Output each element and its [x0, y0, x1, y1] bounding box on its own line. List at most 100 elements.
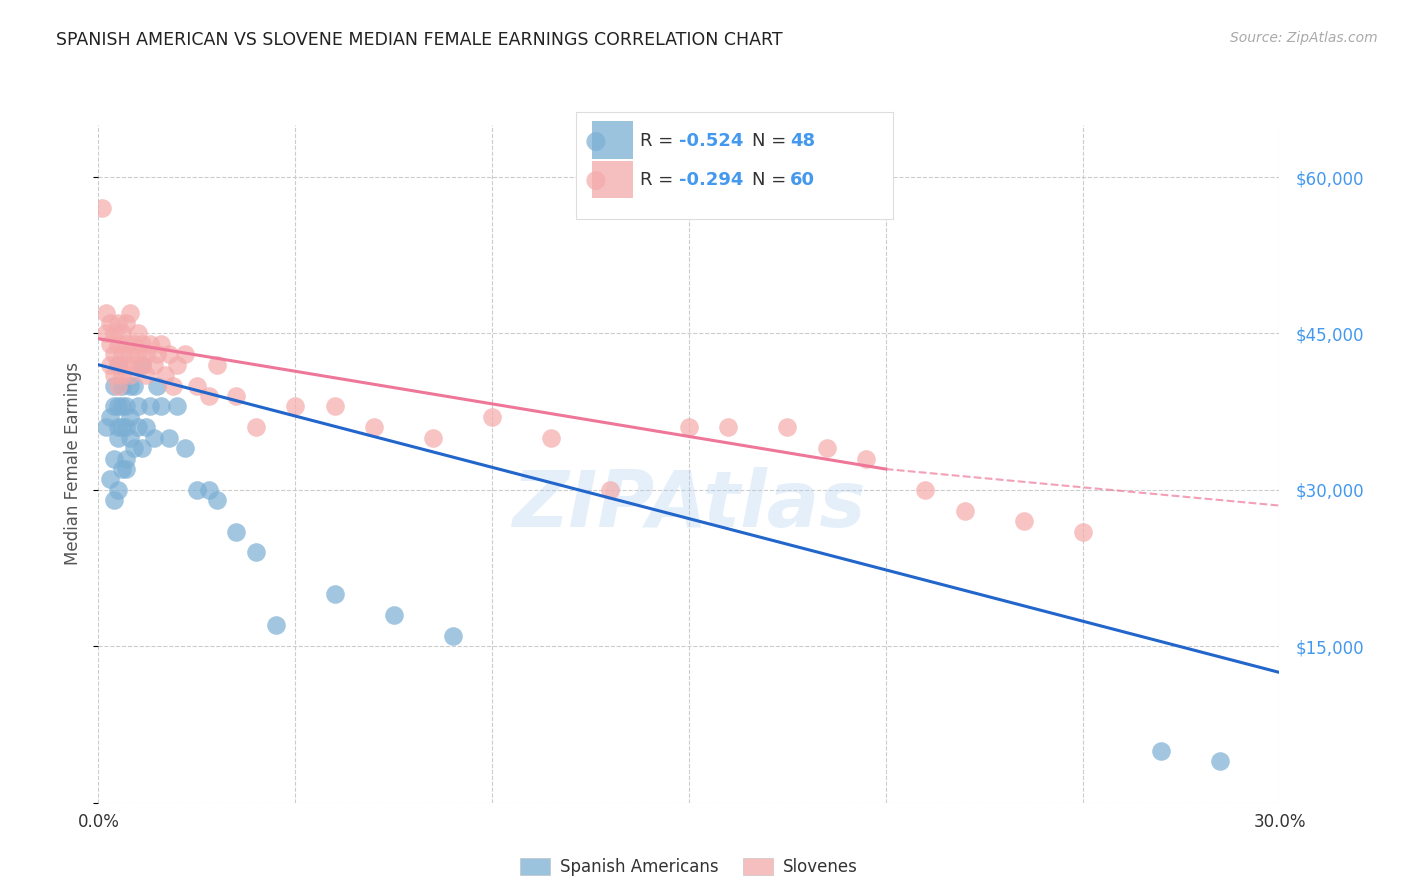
Point — [103, 400, 125, 414]
Point — [103, 378, 125, 392]
Point — [382, 608, 405, 623]
Point — [111, 400, 134, 414]
Point — [138, 337, 160, 351]
Point — [98, 358, 121, 372]
Text: -0.524: -0.524 — [679, 132, 744, 150]
Point — [111, 347, 134, 361]
Point — [118, 378, 141, 392]
Point — [103, 368, 125, 383]
Point — [245, 420, 267, 434]
Point — [135, 347, 157, 361]
Point — [98, 409, 121, 424]
Point — [197, 483, 219, 497]
Point — [107, 337, 129, 351]
Text: ●: ● — [585, 129, 607, 153]
Point — [914, 483, 936, 497]
Point — [323, 400, 346, 414]
Point — [111, 420, 134, 434]
Point — [98, 316, 121, 330]
Point — [103, 451, 125, 466]
Point — [1209, 754, 1232, 768]
Point — [363, 420, 385, 434]
Point — [131, 358, 153, 372]
Point — [107, 400, 129, 414]
Point — [115, 420, 138, 434]
Point — [599, 483, 621, 497]
Text: ZIPAtlas: ZIPAtlas — [512, 467, 866, 542]
Text: SPANISH AMERICAN VS SLOVENE MEDIAN FEMALE EARNINGS CORRELATION CHART: SPANISH AMERICAN VS SLOVENE MEDIAN FEMAL… — [56, 31, 783, 49]
Point — [157, 431, 180, 445]
Point — [127, 420, 149, 434]
Point — [1071, 524, 1094, 539]
Point — [107, 358, 129, 372]
Point — [127, 400, 149, 414]
Point — [107, 431, 129, 445]
Point — [103, 493, 125, 508]
Point — [118, 431, 141, 445]
Point — [122, 378, 145, 392]
Point — [245, 545, 267, 559]
Point — [122, 358, 145, 372]
Text: N =: N = — [752, 132, 792, 150]
Point — [91, 202, 114, 216]
Point — [264, 618, 287, 632]
Point — [540, 431, 562, 445]
Point — [422, 431, 444, 445]
Text: Source: ZipAtlas.com: Source: ZipAtlas.com — [1230, 31, 1378, 45]
Point — [142, 358, 165, 372]
Point — [107, 316, 129, 330]
Point — [323, 587, 346, 601]
Point — [96, 305, 118, 319]
Point — [174, 441, 197, 455]
Point — [127, 326, 149, 341]
Point — [127, 347, 149, 361]
Point — [135, 420, 157, 434]
Y-axis label: Median Female Earnings: Median Female Earnings — [63, 362, 82, 566]
Point — [107, 420, 129, 434]
Point — [115, 358, 138, 372]
Point — [115, 400, 138, 414]
Point — [118, 368, 141, 383]
Point — [115, 337, 138, 351]
Point — [197, 389, 219, 403]
Text: 60: 60 — [790, 171, 815, 189]
Point — [157, 347, 180, 361]
Point — [481, 409, 503, 424]
Point — [1012, 514, 1035, 528]
Point — [166, 358, 188, 372]
Point — [98, 473, 121, 487]
Text: -0.294: -0.294 — [679, 171, 744, 189]
Point — [138, 400, 160, 414]
Point — [717, 420, 740, 434]
Point — [111, 378, 134, 392]
Point — [146, 347, 169, 361]
Point — [678, 420, 700, 434]
Point — [205, 493, 228, 508]
Point — [150, 400, 173, 414]
Point — [142, 431, 165, 445]
Point — [118, 347, 141, 361]
Point — [122, 441, 145, 455]
Point — [98, 337, 121, 351]
Point — [150, 337, 173, 351]
Point — [115, 316, 138, 330]
Point — [111, 462, 134, 476]
Point — [107, 483, 129, 497]
Point — [1150, 744, 1173, 758]
Text: R =: R = — [640, 171, 679, 189]
Point — [131, 441, 153, 455]
Point — [186, 378, 208, 392]
Point — [225, 389, 247, 403]
Point — [131, 358, 153, 372]
Point — [118, 409, 141, 424]
Point — [225, 524, 247, 539]
Point — [107, 358, 129, 372]
Point — [115, 462, 138, 476]
Point — [205, 358, 228, 372]
Point — [155, 368, 177, 383]
Point — [96, 326, 118, 341]
Point — [186, 483, 208, 497]
Point — [115, 451, 138, 466]
Point — [174, 347, 197, 361]
Point — [118, 305, 141, 319]
